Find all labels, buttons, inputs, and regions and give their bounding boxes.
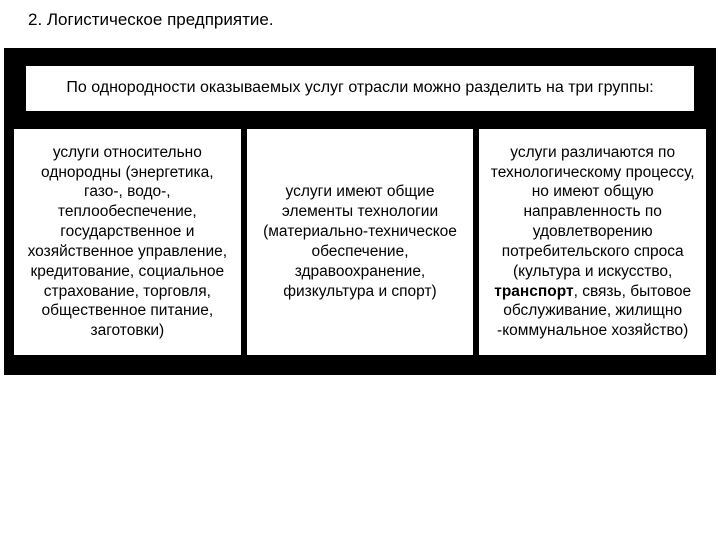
column-2-text: услуги имеют общие элементы технологии (…: [255, 182, 466, 301]
column-3-text: услуги различаются по технологическому п…: [487, 143, 698, 341]
group-header-box: По однородности оказываемых услуг отрасл…: [26, 66, 694, 111]
page-title: 2. Логистическое предприятие.: [0, 0, 720, 30]
column-1: услуги относительно однородны (энергетик…: [14, 129, 241, 355]
column-3-pre: услуги различаются по технологическому п…: [491, 144, 695, 280]
column-2: услуги имеют общие элементы технологии (…: [247, 129, 474, 355]
columns-row: услуги относительно однородны (энергетик…: [10, 129, 710, 355]
diagram-container: По однородности оказываемых услуг отрасл…: [4, 48, 716, 375]
column-3: услуги различаются по технологическому п…: [479, 129, 706, 355]
column-1-text: услуги относительно однородны (энергетик…: [22, 143, 233, 341]
column-3-bold: транспорт: [494, 283, 573, 300]
